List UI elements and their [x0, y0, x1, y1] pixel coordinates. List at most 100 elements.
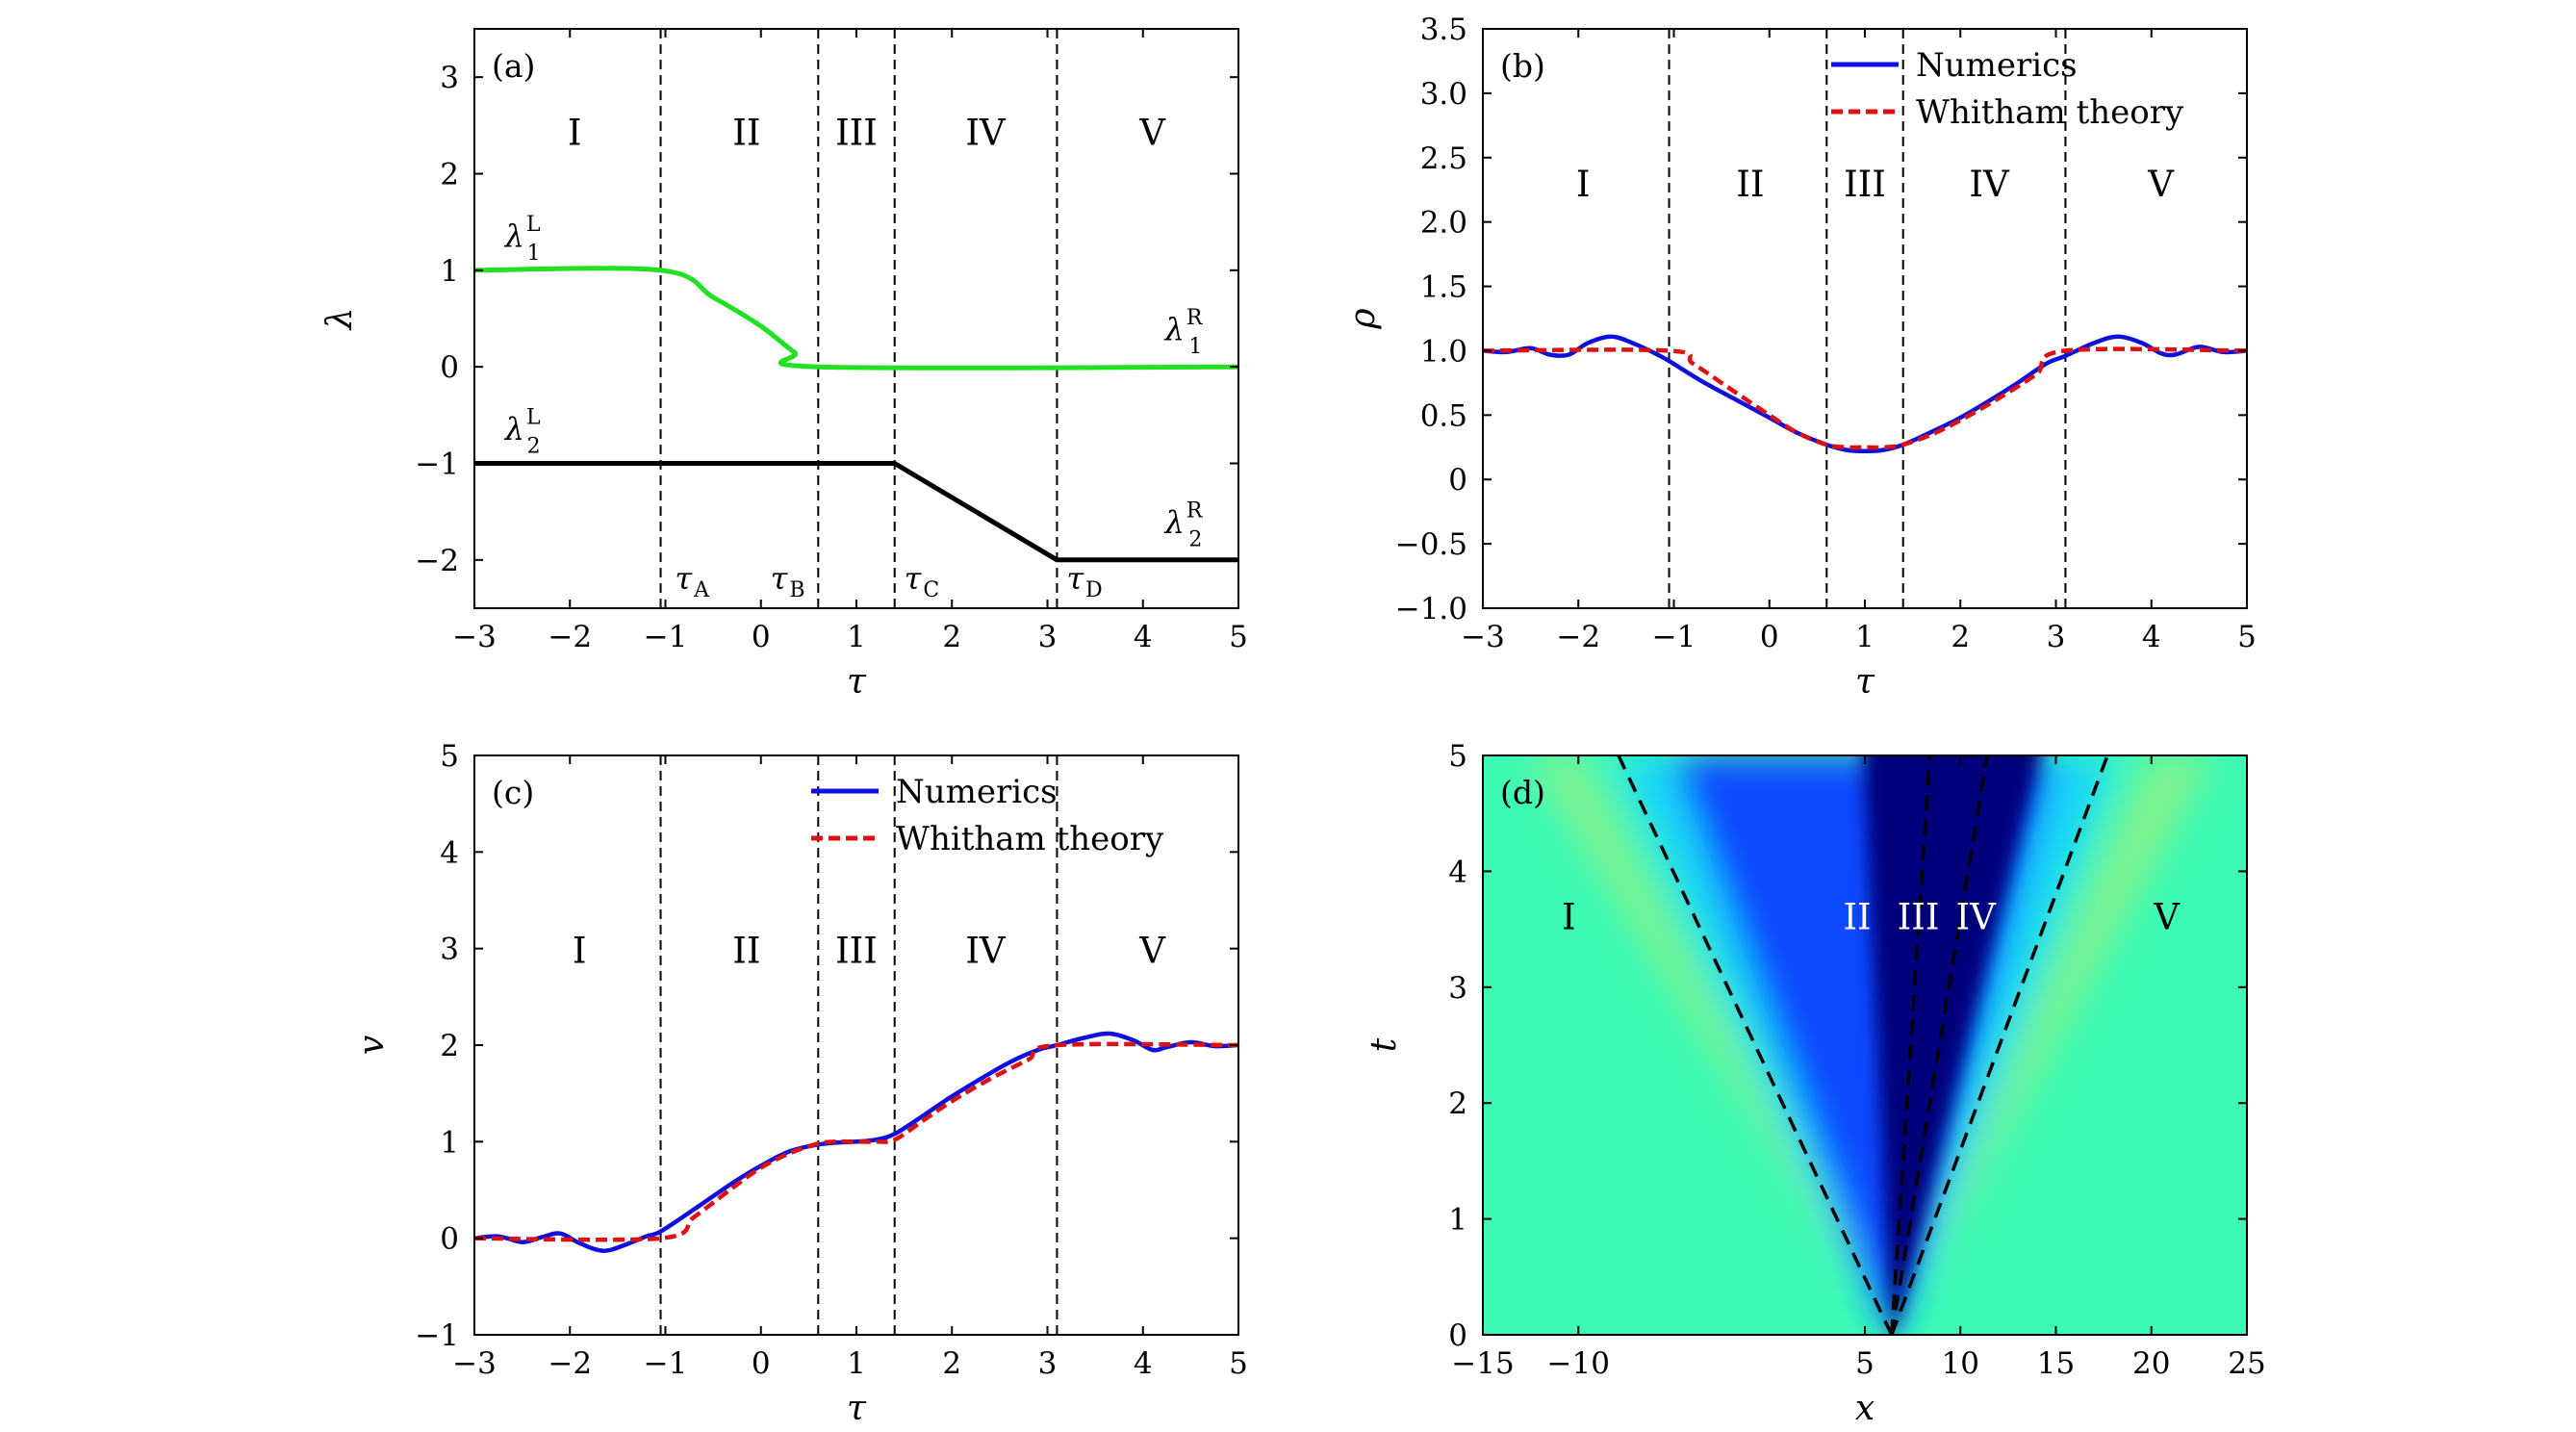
y-tick-label: 0: [440, 350, 459, 385]
curve-annotation: λR 1: [1163, 306, 1204, 359]
x-tick-label: 4: [1134, 1346, 1153, 1381]
y-tick-label: 5: [440, 739, 459, 774]
x-tick-label: −2: [548, 620, 592, 654]
legend-entry: Numerics: [896, 773, 1058, 811]
y-tick-label: 2: [440, 158, 459, 192]
x-tick-label: 3: [1038, 620, 1058, 654]
region-label: III: [1844, 164, 1886, 205]
region-label: I: [1576, 164, 1591, 205]
y-tick-label: 3: [440, 933, 459, 967]
heatmap: [1483, 755, 2247, 1335]
x-tick-label: 1: [1855, 620, 1875, 654]
x-tick-label: 0: [1760, 620, 1779, 654]
panel-label: (b): [1500, 47, 1545, 85]
y-axis-label: ρ: [1343, 308, 1383, 329]
series-numerics: [474, 1031, 1238, 1253]
region-label: V: [1138, 112, 1166, 153]
y-tick-label: 3: [1448, 971, 1467, 1006]
region-label: IV: [1955, 897, 1997, 938]
curve-annotation: τA: [675, 560, 710, 602]
y-tick-label: 3: [440, 61, 459, 95]
y-tick-label: 2.5: [1420, 141, 1467, 176]
y-tick-label: 1: [1448, 1203, 1467, 1238]
x-tick-label: 4: [2142, 620, 2161, 654]
y-tick-label: 4: [1448, 855, 1467, 889]
panel-label: (a): [492, 47, 535, 85]
x-tick-label: 15: [2037, 1346, 2075, 1381]
x-axis-label: τ: [1855, 662, 1875, 702]
legend-entry: Whitham theory: [896, 820, 1164, 858]
region-boundary: [1617, 755, 1894, 1335]
x-tick-label: −15: [1451, 1346, 1514, 1381]
region-label: II: [732, 931, 760, 972]
region-boundary: [1890, 755, 1932, 1335]
y-tick-label: 1.0: [1420, 334, 1467, 369]
legend-entry: Whitham theory: [1916, 93, 2184, 132]
region-label: III: [835, 112, 878, 153]
region-label: I: [1562, 897, 1576, 938]
y-tick-label: −0.5: [1395, 527, 1467, 562]
x-tick-label: −2: [548, 1346, 592, 1381]
region-label: V: [1138, 931, 1166, 972]
panel-b: −3 −2 −1 0 1 2 3 4 5 −1.0 −0.5 0 0.5 1.0 1.5 2.0 2.5 3.0 3…: [1343, 13, 2257, 702]
curve-annotation: λL 1: [503, 213, 541, 266]
y-tick-label: 2: [440, 1029, 459, 1063]
region-label: IV: [965, 112, 1007, 153]
panel-label: (d): [1500, 774, 1545, 811]
fan-core: [1863, 755, 2041, 1335]
x-tick-label: −2: [1556, 620, 1600, 654]
x-tick-label: 1: [847, 620, 866, 654]
region-boundary: [1890, 755, 1989, 1335]
x-tick-label: 0: [752, 1346, 771, 1381]
x-tick-label: 5: [1229, 620, 1248, 654]
y-axis-label: t: [1365, 1037, 1404, 1052]
x-tick-label: −1: [644, 620, 688, 654]
x-tick-label: 3: [2047, 620, 2066, 654]
y-tick-label: 2.0: [1420, 206, 1467, 241]
x-tick-label: −3: [452, 620, 497, 654]
panel-label: (c): [492, 774, 534, 811]
curve-annotation: τD: [1066, 560, 1102, 602]
x-axis-label: x: [1855, 1389, 1875, 1428]
heatmap-core: [1863, 755, 2041, 1335]
y-tick-label: 3.5: [1420, 13, 1467, 47]
region-label: V: [2147, 164, 2175, 205]
series-group: [474, 266, 1238, 563]
region-label: IV: [1969, 164, 2010, 205]
x-axis-label: τ: [847, 662, 867, 702]
series-group: [1483, 334, 2247, 454]
series-group: [474, 1031, 1238, 1253]
x-tick-label: 4: [1134, 620, 1153, 654]
ridge-right: [1891, 755, 2214, 1335]
y-tick-label: 1: [440, 254, 459, 289]
x-tick-label: 5: [1229, 1346, 1248, 1381]
curve-annotation: τB: [771, 560, 805, 602]
x-tick-label: −3: [452, 1346, 497, 1381]
region-label: V: [2153, 897, 2181, 938]
series-whitham: [474, 1041, 1238, 1242]
x-tick-label: 10: [1942, 1346, 1979, 1381]
x-tick-label: 5: [1855, 1346, 1875, 1381]
region-label: II: [1736, 164, 1764, 205]
region-label: III: [835, 931, 878, 972]
y-tick-label: 4: [440, 835, 459, 870]
x-tick-label: 2: [1951, 620, 1970, 654]
region-label: II: [732, 112, 760, 153]
y-tick-label: 0: [1448, 1318, 1467, 1353]
series-numerics: [1483, 334, 2247, 454]
y-tick-label: −1.0: [1395, 592, 1467, 626]
y-tick-label: 0.5: [1420, 398, 1467, 433]
y-tick-label: 5: [1448, 739, 1467, 774]
x-tick-label: −1: [1652, 620, 1696, 654]
x-tick-label: 2: [942, 620, 961, 654]
x-tick-label: 25: [2228, 1346, 2265, 1381]
y-tick-label: −1: [415, 1318, 459, 1353]
ridge-left: [1526, 755, 1892, 1335]
x-tick-label: 2: [942, 1346, 961, 1381]
region-label: I: [568, 112, 582, 153]
x-tick-label: 0: [752, 620, 771, 654]
x-tick-label: −1: [644, 1346, 688, 1381]
